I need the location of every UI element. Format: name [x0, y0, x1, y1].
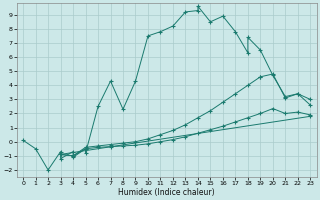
X-axis label: Humidex (Indice chaleur): Humidex (Indice chaleur) — [118, 188, 215, 197]
